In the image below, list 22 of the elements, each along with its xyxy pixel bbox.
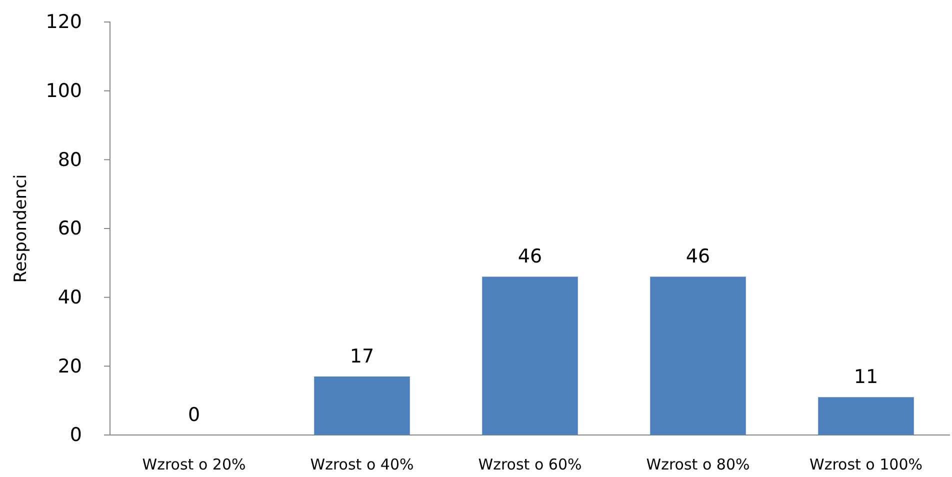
bar [482,276,578,435]
x-tick-label: Wzrost o 60% [478,456,582,474]
y-tick-label: 100 [46,80,82,102]
data-label: 11 [854,366,878,388]
y-tick-label: 80 [58,148,82,171]
y-axis-title: Respondenci [11,174,31,283]
x-tick-label: Wzrost o 40% [310,456,414,474]
y-tick-label: 40 [58,286,82,308]
data-label: 0 [188,404,200,426]
x-tick-label: Wzrost o 80% [646,456,750,474]
y-tick-label: 120 [46,11,82,34]
data-label: 46 [518,246,542,268]
y-tick-label: 60 [58,218,82,240]
data-label: 17 [350,345,374,368]
bar [818,397,914,435]
y-tick-label: 0 [70,424,82,446]
bar [314,376,410,435]
bar [650,276,746,435]
x-tick-label: Wzrost o 20% [142,456,246,474]
data-label: 46 [686,246,710,268]
y-tick-label: 20 [58,355,82,378]
x-tick-label: Wzrost o 100% [809,456,923,474]
